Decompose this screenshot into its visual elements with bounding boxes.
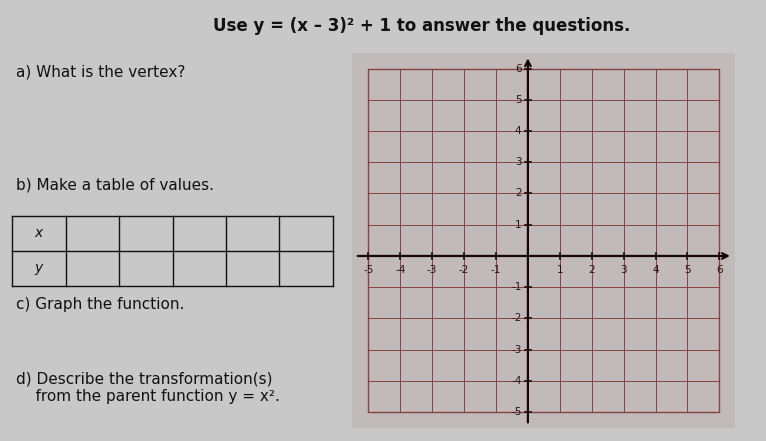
Text: -2: -2 — [459, 265, 470, 275]
Text: 1: 1 — [515, 220, 522, 230]
Text: c) Graph the function.: c) Graph the function. — [16, 297, 185, 312]
Text: -4: -4 — [395, 265, 405, 275]
Text: -3: -3 — [511, 345, 522, 355]
Text: -3: -3 — [427, 265, 437, 275]
Text: -5: -5 — [511, 407, 522, 417]
Text: -1: -1 — [511, 282, 522, 292]
Text: 6: 6 — [515, 64, 522, 74]
Text: 3: 3 — [515, 157, 522, 167]
Text: -4: -4 — [511, 376, 522, 386]
Text: a) What is the vertex?: a) What is the vertex? — [16, 64, 185, 79]
Text: y: y — [34, 262, 43, 275]
Text: Use y = (x – 3)² + 1 to answer the questions.: Use y = (x – 3)² + 1 to answer the quest… — [213, 18, 630, 35]
Text: -1: -1 — [491, 265, 501, 275]
Text: 2: 2 — [588, 265, 595, 275]
Text: 2: 2 — [515, 188, 522, 198]
Text: 6: 6 — [716, 265, 722, 275]
Text: -2: -2 — [511, 314, 522, 323]
Text: d) Describe the transformation(s)
    from the parent function y = x².: d) Describe the transformation(s) from t… — [16, 371, 280, 404]
Text: 3: 3 — [620, 265, 627, 275]
Text: -5: -5 — [363, 265, 374, 275]
Text: 5: 5 — [684, 265, 691, 275]
Text: b) Make a table of values.: b) Make a table of values. — [16, 177, 214, 192]
Text: 1: 1 — [557, 265, 563, 275]
Text: x: x — [34, 226, 43, 240]
Text: 4: 4 — [515, 126, 522, 136]
Text: 4: 4 — [653, 265, 659, 275]
Text: 5: 5 — [515, 95, 522, 105]
